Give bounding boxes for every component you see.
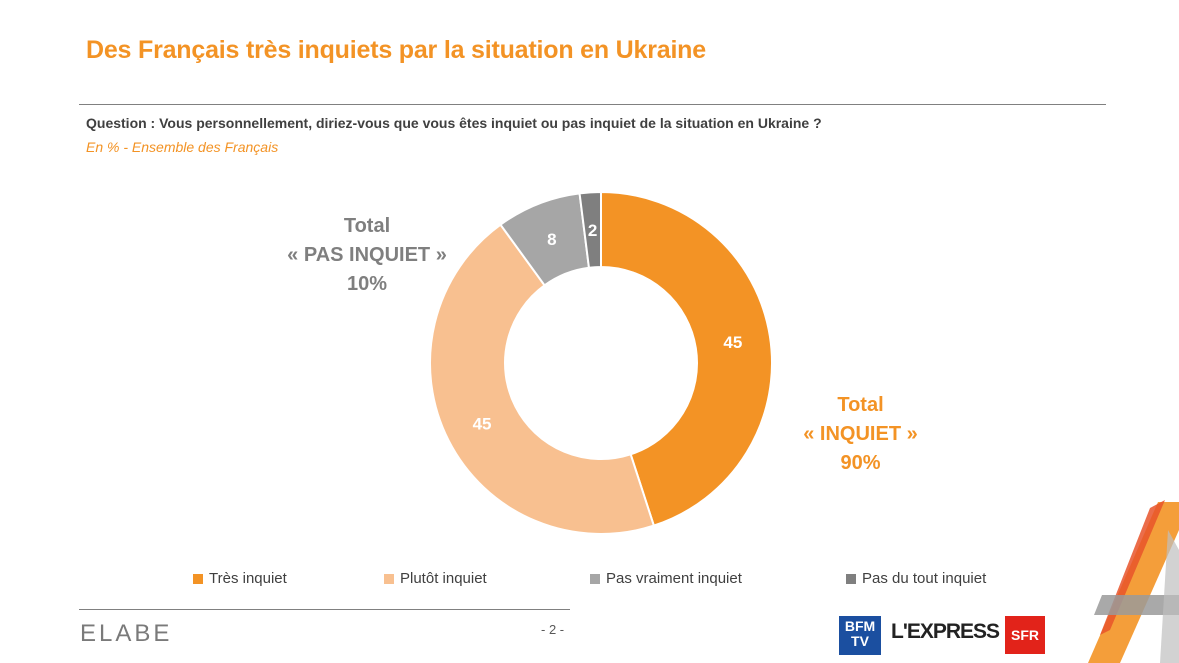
page-number: - 2 - [541, 622, 565, 637]
donut-slice-4 [578, 190, 602, 269]
elabe-logo: ELABE [80, 620, 172, 648]
donut-data-label-2: 45 [473, 415, 492, 434]
elabe-a-decoration [1088, 500, 1179, 663]
callout-inquiet-line3: 90% [840, 452, 881, 474]
legend-swatch [193, 573, 203, 584]
legend-item-tres-inquiet: Très inquiet [193, 570, 287, 587]
legend-item-pas-du-tout-inquiet: Pas du tout inquiet [846, 570, 986, 587]
callout-pas-inquiet-line3: 10% [346, 273, 388, 295]
legend-swatch [384, 573, 394, 584]
callout-inquiet-line2: « INQUIET » [803, 423, 918, 445]
legend-label: Plutôt inquiet [400, 570, 487, 587]
deco-grey-stroke [1160, 530, 1179, 663]
legend-swatch [846, 573, 856, 584]
donut-data-label-3: 8 [547, 230, 556, 249]
survey-base: En % - Ensemble des Français [86, 139, 279, 155]
slide-title: Des Français très inquiets par la situat… [86, 36, 706, 64]
elabe-logo-text: ELABE [80, 620, 173, 647]
header-divider [79, 104, 1106, 105]
callout-pas-inquiet: Total « PAS INQUIET » 10% [262, 212, 472, 299]
sfr-logo: SFR [1005, 616, 1045, 654]
chart-legend: Très inquiet Plutôt inquiet Pas vraiment… [0, 570, 1179, 590]
survey-question: Question : Vous personnellement, diriez-… [86, 115, 822, 131]
callout-inquiet-line1: Total [837, 394, 884, 416]
legend-item-plutot-inquiet: Plutôt inquiet [384, 570, 487, 587]
callout-pas-inquiet-line1: Total [343, 215, 391, 237]
callout-pas-inquiet-line2: « PAS INQUIET » [287, 244, 447, 266]
deco-grey-bar [1094, 595, 1179, 615]
lexpress-logo: L'EXPRESS [891, 620, 1000, 643]
legend-item-pas-vraiment-inquiet: Pas vraiment inquiet [590, 570, 742, 587]
donut-slice-1 [600, 190, 774, 527]
bfmtv-logo: BFM TV [839, 616, 881, 655]
legend-label: Pas vraiment inquiet [606, 570, 742, 587]
footer-divider [79, 609, 570, 610]
legend-label: Très inquiet [209, 570, 287, 587]
legend-label: Pas du tout inquiet [862, 570, 987, 587]
donut-data-label-4: 2 [588, 221, 597, 240]
donut-data-label-1: 45 [723, 333, 742, 352]
legend-swatch [590, 573, 600, 584]
donut-slice-2 [428, 223, 656, 536]
callout-inquiet: Total « INQUIET » 90% [758, 391, 963, 478]
